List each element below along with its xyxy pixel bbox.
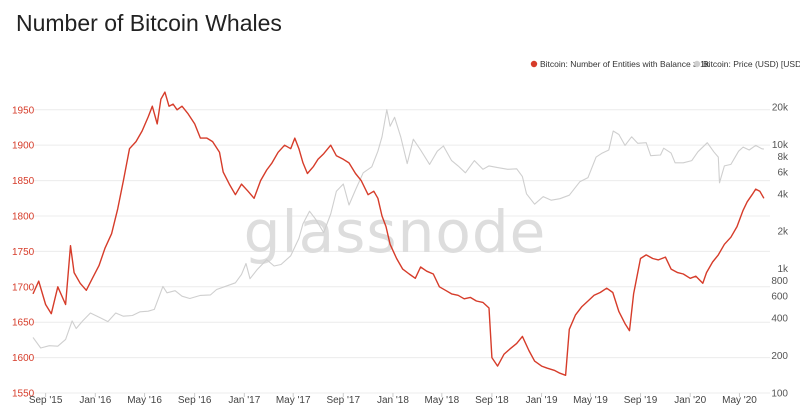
- y-right-tick-label: 100: [771, 389, 788, 400]
- x-tick-label: Jan '19: [526, 395, 558, 406]
- y-right-tick-label: 600: [771, 292, 788, 303]
- y-left-tick-label: 1950: [12, 105, 35, 116]
- x-tick-label: Jan '17: [228, 395, 260, 406]
- x-tick-label: Sep '18: [475, 395, 509, 406]
- series-line-entities: [32, 91, 765, 376]
- x-tick-label: May '16: [127, 395, 162, 406]
- y-right-tick-label: 400: [771, 314, 788, 325]
- y-left-tick-label: 1550: [12, 389, 35, 400]
- legend: Bitcoin: Number of Entities with Balance…: [530, 59, 800, 69]
- series-layer: [32, 91, 765, 376]
- x-tick-label: Jan '16: [79, 395, 111, 406]
- x-tick-label: Jan '18: [377, 395, 409, 406]
- gridlines: [33, 109, 770, 394]
- y-right-tick-label: 200: [771, 351, 788, 362]
- y-left-tick-label: 1650: [12, 318, 35, 329]
- legend-label-entities: Bitcoin: Number of Entities with Balance…: [540, 59, 710, 69]
- x-tick-label: Sep '15: [29, 395, 63, 406]
- y-left-tick-label: 1700: [12, 282, 35, 293]
- legend-item-price[interactable]: Bitcoin: Price (USD) [USD]: [693, 59, 800, 69]
- y-right-tick-label: 2k: [777, 227, 789, 238]
- legend-marker-entities: [530, 60, 538, 68]
- y-right-tick-label: 4k: [777, 189, 789, 200]
- series-line-price: [32, 109, 764, 349]
- x-tick-label: Jan '20: [674, 395, 706, 406]
- x-axis: Sep '15 Jan '16 May '16 Sep '16 Jan '17 May '…: [29, 393, 757, 406]
- x-tick-label: May '18: [424, 395, 459, 406]
- legend-item-entities[interactable]: Bitcoin: Number of Entities with Balance…: [530, 59, 710, 69]
- x-tick-label: May '20: [722, 395, 757, 406]
- y-right-tick-label: 10k: [772, 140, 789, 151]
- y-left-tick-label: 1850: [12, 176, 35, 187]
- x-tick-label: Sep '17: [326, 395, 360, 406]
- y-left-tick-label: 1600: [12, 353, 35, 364]
- y-left-tick-label: 1800: [12, 211, 35, 222]
- legend-marker-price: [693, 60, 701, 68]
- y-right-tick-label: 8k: [777, 152, 789, 163]
- y-right-tick-label: 6k: [777, 167, 789, 178]
- y-left-tick-label: 1750: [12, 247, 35, 258]
- y-axis-left: 1550 1600 1650 1700 1750 1800 1850 1900 1950: [12, 105, 35, 399]
- x-tick-label: Sep '19: [624, 395, 658, 406]
- x-tick-label: Sep '16: [178, 395, 212, 406]
- y-right-tick-label: 20k: [772, 102, 789, 113]
- y-right-tick-label: 1k: [777, 264, 789, 275]
- chart-title: Number of Bitcoin Whales: [16, 10, 282, 36]
- x-tick-label: May '19: [573, 395, 608, 406]
- y-left-tick-label: 1900: [12, 141, 35, 152]
- legend-label-price: Bitcoin: Price (USD) [USD]: [703, 59, 800, 69]
- x-tick-label: May '17: [276, 395, 311, 406]
- y-right-tick-label: 800: [771, 276, 788, 287]
